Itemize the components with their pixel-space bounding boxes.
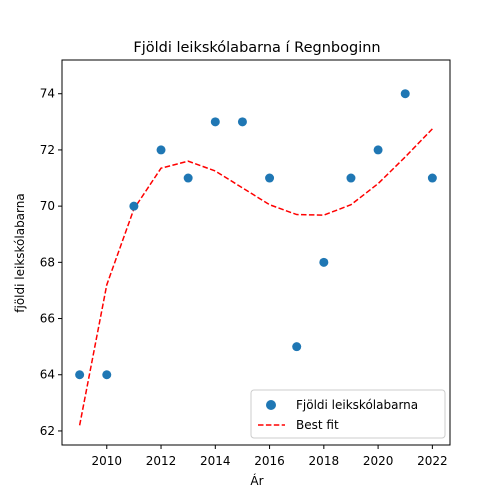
y-tick-label: 72	[40, 143, 55, 157]
marks	[75, 89, 437, 426]
x-tick-label: 2016	[254, 454, 285, 468]
legend-label-line: Best fit	[296, 418, 339, 432]
x-tick-label: 2018	[309, 454, 340, 468]
x-tick-label: 2010	[91, 454, 122, 468]
chart-title: Fjöldi leikskólabarna í Regnboginn	[133, 40, 380, 56]
y-tick-label: 74	[40, 87, 55, 101]
data-point	[292, 342, 302, 352]
data-point	[427, 173, 437, 183]
x-tick-label: 2022	[417, 454, 448, 468]
data-point	[373, 145, 383, 155]
legend-label-scatter: Fjöldi leikskólabarna	[296, 398, 418, 412]
y-axis-label: fjöldi leikskólabarna	[13, 193, 27, 312]
y-tick-label: 64	[40, 368, 55, 382]
y-tick-label: 68	[40, 255, 55, 269]
y-tick-label: 62	[40, 424, 55, 438]
x-tick-label: 2020	[363, 454, 394, 468]
data-point	[156, 145, 166, 155]
data-point	[210, 117, 220, 127]
axes: 2010 2012 2014 2016 2018 2020 2022 62 64 66 68 70 72…	[40, 87, 448, 468]
x-tick-label: 2014	[200, 454, 231, 468]
data-point	[400, 89, 410, 99]
data-point	[319, 257, 329, 267]
x-tick-label: 2012	[146, 454, 177, 468]
data-point	[102, 370, 112, 380]
y-tick-label: 70	[40, 199, 55, 213]
data-point	[346, 173, 356, 183]
plot-frame	[61, 59, 451, 446]
x-axis-label: Ár	[250, 473, 263, 488]
legend-marker-scatter	[266, 400, 276, 410]
data-point	[183, 173, 193, 183]
data-point	[129, 201, 139, 211]
data-point	[237, 117, 247, 127]
data-point	[265, 173, 275, 183]
legend: Fjöldi leikskólabarna Best fit	[250, 389, 446, 439]
data-point	[75, 370, 85, 380]
best-fit-line	[78, 128, 433, 426]
y-tick-label: 66	[40, 312, 55, 326]
legend-box	[250, 389, 446, 439]
